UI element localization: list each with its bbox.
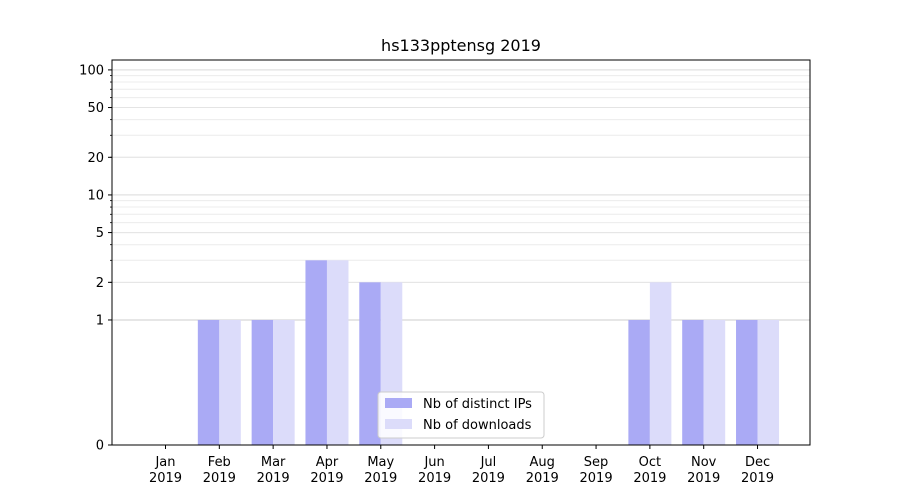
chart-title: hs133pptensg 2019 (381, 36, 541, 55)
bar-distinct-ips-11 (736, 319, 758, 445)
x-tick-label: Jun 2019 (418, 455, 451, 486)
x-tick-label: Jan 2019 (149, 455, 182, 486)
bar-downloads-2 (273, 319, 295, 445)
legend-swatch-ips (385, 398, 412, 408)
bar-distinct-ips-4 (359, 282, 381, 445)
legend-box (377, 391, 545, 439)
x-tick-label: Feb 2019 (203, 455, 236, 486)
y-tick-label: 0 (96, 439, 104, 454)
y-tick-label: 100 (79, 63, 104, 78)
bar-distinct-ips-1 (197, 319, 220, 445)
legend: Nb of distinct IPs Nb of downloads (377, 391, 545, 439)
y-tick-label: 20 (87, 151, 104, 166)
bar-distinct-ips-2 (251, 319, 274, 445)
legend-swatch-downloads (385, 419, 412, 429)
y-tick-label: 10 (87, 188, 104, 203)
x-tick-label: Sep 2019 (580, 455, 613, 486)
plot-frame (111, 59, 811, 446)
y-tick-label: 5 (96, 226, 104, 241)
x-tick-label: Mar 2019 (257, 455, 290, 486)
bar-downloads-11 (757, 319, 780, 445)
bar-distinct-ips-3 (305, 260, 327, 445)
x-axis: Jan 2019 Feb 2019 Mar 2019 Apr 2019 May 2019 Jun 20… (149, 445, 774, 486)
y-tick-label: 50 (87, 101, 104, 116)
x-tick-label: Jul 2019 (472, 455, 505, 486)
x-tick-label: Dec 2019 (741, 455, 774, 486)
grid-lines (112, 69, 810, 321)
x-tick-label: Apr 2019 (310, 455, 343, 486)
y-axis: 0 1 2 5 10 20 50 100 (79, 63, 112, 454)
bar-downloads-9 (649, 282, 672, 445)
bar-downloads-3 (326, 260, 349, 445)
x-tick-label: Aug 2019 (526, 455, 559, 486)
bar-distinct-ips-10 (682, 319, 704, 445)
y-tick-label: 1 (96, 313, 104, 328)
legend-label-downloads: Nb of downloads (423, 418, 532, 433)
x-tick-label: Nov 2019 (687, 455, 720, 486)
bars (197, 260, 780, 445)
x-tick-label: Oct 2019 (633, 455, 666, 486)
bar-downloads-10 (703, 319, 726, 445)
bar-downloads-1 (219, 319, 241, 445)
bar-distinct-ips-9 (628, 319, 650, 445)
y-tick-label: 2 (96, 276, 104, 291)
legend-label-ips: Nb of distinct IPs (423, 397, 532, 412)
x-tick-label: May 2019 (364, 455, 397, 486)
